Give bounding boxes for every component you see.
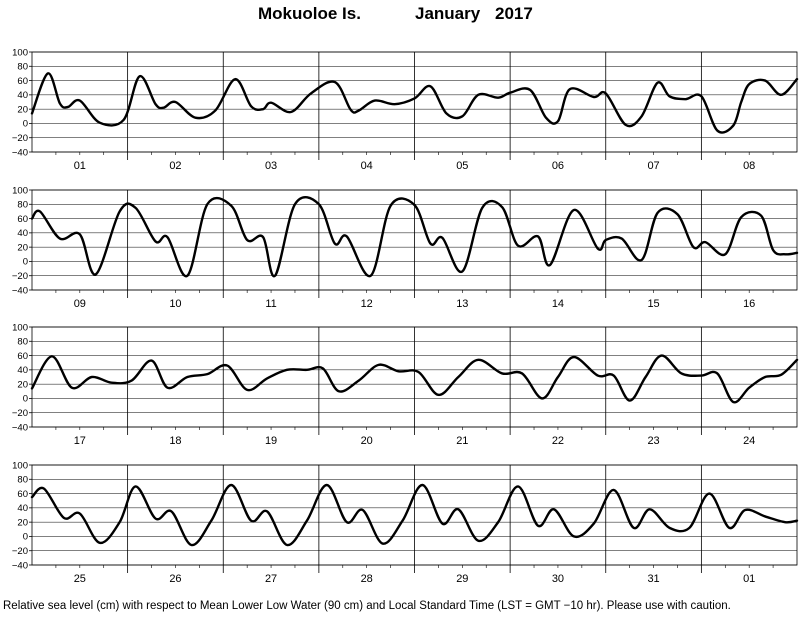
chart-title-year: 2017	[495, 4, 533, 23]
day-label: 18	[169, 435, 181, 447]
day-label: 17	[74, 435, 86, 447]
chart-title-month: January	[415, 4, 481, 23]
day-label: 12	[361, 298, 373, 310]
y-tick-label: 40	[17, 365, 28, 376]
tide-curve	[30, 483, 799, 547]
day-label: 07	[647, 160, 659, 172]
y-tick-label: 60	[17, 214, 28, 225]
day-label: 01	[74, 160, 86, 172]
day-label: 22	[552, 435, 564, 447]
y-tick-label: 20	[17, 517, 28, 528]
y-tick-label: 0	[23, 257, 28, 268]
tide-curve	[30, 196, 799, 278]
day-label: 11	[265, 298, 276, 310]
day-label: 02	[169, 160, 181, 172]
y-tick-label: −20	[12, 408, 28, 419]
day-label: 31	[647, 573, 659, 585]
y-tick-label: 0	[23, 532, 28, 543]
day-label: 15	[647, 298, 659, 310]
y-tick-label: −40	[12, 285, 28, 296]
day-label: 16	[743, 298, 755, 310]
y-tick-label: 100	[12, 322, 28, 333]
y-tick-label: 60	[17, 76, 28, 87]
y-tick-label: 0	[23, 119, 28, 130]
y-tick-label: 20	[17, 242, 28, 253]
y-tick-label: −40	[12, 560, 28, 571]
tide-curve	[30, 354, 799, 404]
y-tick-label: 20	[17, 104, 28, 115]
day-label: 20	[361, 435, 373, 447]
day-label: 08	[743, 160, 755, 172]
y-tick-label: 100	[12, 185, 28, 196]
y-tick-label: 40	[17, 503, 28, 514]
y-tick-label: 80	[17, 475, 28, 486]
day-label: 27	[265, 573, 277, 585]
y-tick-label: 40	[17, 228, 28, 239]
footer-caption: Relative sea level (cm) with respect to …	[3, 600, 731, 612]
day-label: 30	[552, 573, 564, 585]
y-tick-label: −20	[12, 271, 28, 282]
day-label: 13	[456, 298, 468, 310]
y-tick-label: −20	[12, 546, 28, 557]
day-label: 23	[647, 435, 659, 447]
day-label: 04	[361, 160, 373, 172]
day-label: 24	[743, 435, 755, 447]
y-tick-label: −40	[12, 147, 28, 158]
day-label: 10	[169, 298, 181, 310]
chart-title-station: Mokuoloe Is.	[258, 4, 361, 23]
y-tick-label: 40	[17, 90, 28, 101]
y-tick-label: 60	[17, 489, 28, 500]
y-tick-label: 80	[17, 200, 28, 211]
y-tick-label: 80	[17, 62, 28, 73]
y-tick-label: 0	[23, 394, 28, 405]
day-label: 21	[456, 435, 468, 447]
y-tick-label: −40	[12, 422, 28, 433]
y-tick-label: 80	[17, 337, 28, 348]
y-tick-label: 20	[17, 379, 28, 390]
day-label: 19	[265, 435, 277, 447]
y-tick-label: 100	[12, 47, 28, 58]
y-tick-label: 100	[12, 460, 28, 471]
day-label: 05	[456, 160, 468, 172]
day-label: 26	[169, 573, 181, 585]
day-label: 03	[265, 160, 277, 172]
day-label: 29	[456, 573, 468, 585]
day-label: 09	[74, 298, 86, 310]
y-tick-label: 60	[17, 351, 28, 362]
tide-curve	[30, 72, 799, 134]
y-tick-label: −20	[12, 133, 28, 144]
day-label: 28	[361, 573, 373, 585]
day-label: 01	[743, 573, 755, 585]
day-label: 06	[552, 160, 564, 172]
day-label: 25	[74, 573, 86, 585]
day-label: 14	[552, 298, 564, 310]
